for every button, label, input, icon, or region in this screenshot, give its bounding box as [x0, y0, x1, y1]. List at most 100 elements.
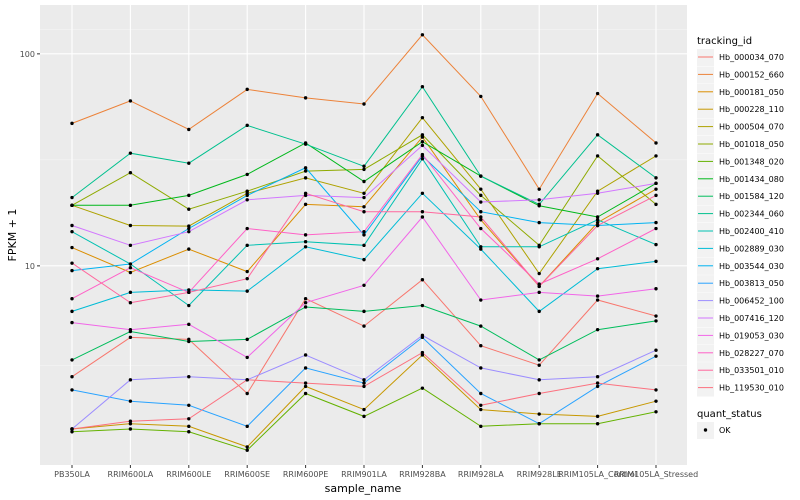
point-Hb_000181_050-2 [187, 247, 191, 251]
point-Hb_001018_050-1 [128, 171, 133, 175]
point-Hb_002889_030-9 [595, 266, 600, 271]
point-Hb_002889_030-2 [187, 288, 191, 292]
point-Hb_002889_030-1 [128, 290, 133, 295]
point-Hb_002344_060-5 [362, 164, 366, 168]
legend-tracking-id: tracking_id Hb_000034_070 Hb_000152_660 Hb… [697, 36, 784, 397]
point-Hb_003544_030-8 [537, 220, 541, 225]
point-Hb_001584_120-10 [654, 319, 658, 323]
point-Hb_000228_110-3 [245, 445, 249, 449]
legend2-label-0: OK [719, 426, 731, 435]
point-Hb_033501_010-4 [303, 191, 308, 195]
point-Hb_000034_070-5 [362, 324, 366, 328]
x-tick-label-10: RRIM105LA_Stressed [614, 470, 698, 479]
point-Hb_000181_050-3 [245, 269, 249, 274]
point-Hb_001434_080-2 [187, 193, 191, 198]
point-Hb_003544_030-10 [654, 220, 658, 225]
point-Hb_002889_030-10 [654, 259, 658, 264]
point-Hb_002889_030-8 [537, 309, 541, 314]
point-Hb_006452_100-7 [479, 366, 483, 370]
point-Hb_000504_070-7 [479, 187, 483, 191]
point-Hb_001584_120-7 [479, 324, 483, 328]
legend-label-6: Hb_001348_020 [719, 157, 784, 166]
point-Hb_002400_410-3 [245, 243, 249, 248]
point-Hb_000228_110-8 [537, 412, 541, 416]
point-Hb_002889_030-0 [70, 309, 74, 314]
x-axis-title: sample_name [325, 482, 402, 495]
point-Hb_001348_020-2 [187, 430, 191, 434]
y-tick-label-1: 100 [20, 50, 35, 59]
point-Hb_001434_080-1 [128, 203, 133, 208]
point-Hb_000228_110-1 [128, 422, 133, 426]
point-Hb_000152_660-7 [479, 94, 483, 99]
legend-label-13: Hb_003813_050 [719, 279, 784, 288]
point-Hb_000152_660-5 [362, 102, 366, 106]
point-Hb_003813_050-1 [128, 399, 133, 403]
point-Hb_033501_010-0 [70, 261, 74, 265]
legend-label-16: Hb_019053_030 [719, 331, 784, 340]
point-Hb_001434_080-5 [362, 179, 366, 184]
legend-label-12: Hb_003544_030 [719, 262, 784, 271]
point-Hb_007416_120-1 [128, 243, 133, 248]
legend-key-bg-4 [697, 118, 714, 136]
point-Hb_119530_010-0 [70, 427, 74, 431]
legend2-title: quant_status [697, 409, 762, 420]
point-Hb_019053_030-2 [187, 322, 191, 327]
point-Hb_006452_100-6 [420, 333, 425, 338]
point-Hb_001434_080-6 [420, 140, 425, 144]
point-Hb_002344_060-2 [187, 161, 191, 165]
point-Hb_002400_410-4 [303, 240, 308, 244]
point-Hb_001018_050-7 [479, 193, 483, 198]
point-Hb_000034_070-8 [537, 363, 541, 367]
point-Hb_028227_070-6 [420, 152, 425, 157]
point-Hb_119530_010-7 [479, 403, 483, 407]
legend-label-15: Hb_007416_120 [719, 314, 784, 323]
point-Hb_001584_120-2 [187, 339, 191, 344]
point-Hb_000034_070-6 [420, 278, 425, 282]
legend-label-5: Hb_001018_050 [719, 140, 784, 149]
x-tick-label-4: RRIM600PE [283, 470, 329, 479]
point-Hb_000504_070-10 [654, 154, 658, 158]
point-Hb_007416_120-8 [537, 198, 541, 202]
point-Hb_006452_100-1 [128, 378, 133, 382]
point-Hb_001434_080-0 [70, 203, 74, 208]
point-Hb_002344_060-7 [479, 174, 483, 178]
x-tick-label-0: PB350LA [54, 470, 90, 479]
point-Hb_002400_410-5 [362, 243, 366, 248]
point-Hb_002889_030-3 [245, 289, 249, 293]
point-Hb_002889_030-4 [303, 245, 308, 249]
point-Hb_000181_050-5 [362, 205, 366, 209]
point-Hb_019053_030-7 [479, 298, 483, 302]
x-tick-label-9: RRIM105LA_Control [558, 470, 637, 479]
point-Hb_003813_050-5 [362, 381, 366, 385]
legend-label-3: Hb_000228_110 [719, 105, 784, 114]
point-Hb_002344_060-0 [70, 195, 74, 200]
point-Hb_001348_020-7 [479, 424, 483, 429]
point-Hb_033501_010-9 [595, 223, 600, 228]
x-tick-label-7: RRIM928LA [458, 470, 504, 479]
point-Hb_000152_660-8 [537, 187, 541, 191]
point-Hb_003813_050-7 [479, 391, 483, 396]
point-Hb_003813_050-8 [537, 422, 541, 426]
point-Hb_001018_050-5 [362, 167, 366, 172]
point-Hb_000181_050-1 [128, 270, 133, 275]
point-Hb_001584_120-8 [537, 358, 541, 362]
legend-label-8: Hb_001584_120 [719, 192, 784, 201]
point-Hb_000228_110-9 [595, 414, 600, 419]
point-Hb_028227_070-7 [479, 226, 483, 231]
point-Hb_000504_070-6 [420, 115, 425, 120]
point-Hb_007416_120-7 [479, 200, 483, 204]
point-Hb_119530_010-6 [420, 350, 425, 355]
point-Hb_001434_080-9 [595, 215, 600, 219]
legend-label-14: Hb_006452_100 [719, 297, 784, 306]
point-Hb_006452_100-2 [187, 375, 191, 379]
point-Hb_002889_030-7 [479, 247, 483, 251]
point-Hb_003813_050-2 [187, 403, 191, 407]
point-Hb_019053_030-10 [654, 287, 658, 291]
point-Hb_019053_030-0 [70, 320, 74, 325]
point-Hb_007416_120-6 [420, 143, 425, 148]
point-Hb_003544_030-4 [303, 166, 308, 170]
point-Hb_003544_030-7 [479, 210, 483, 214]
point-Hb_019053_030-5 [362, 283, 366, 287]
point-Hb_001348_020-4 [303, 391, 308, 396]
